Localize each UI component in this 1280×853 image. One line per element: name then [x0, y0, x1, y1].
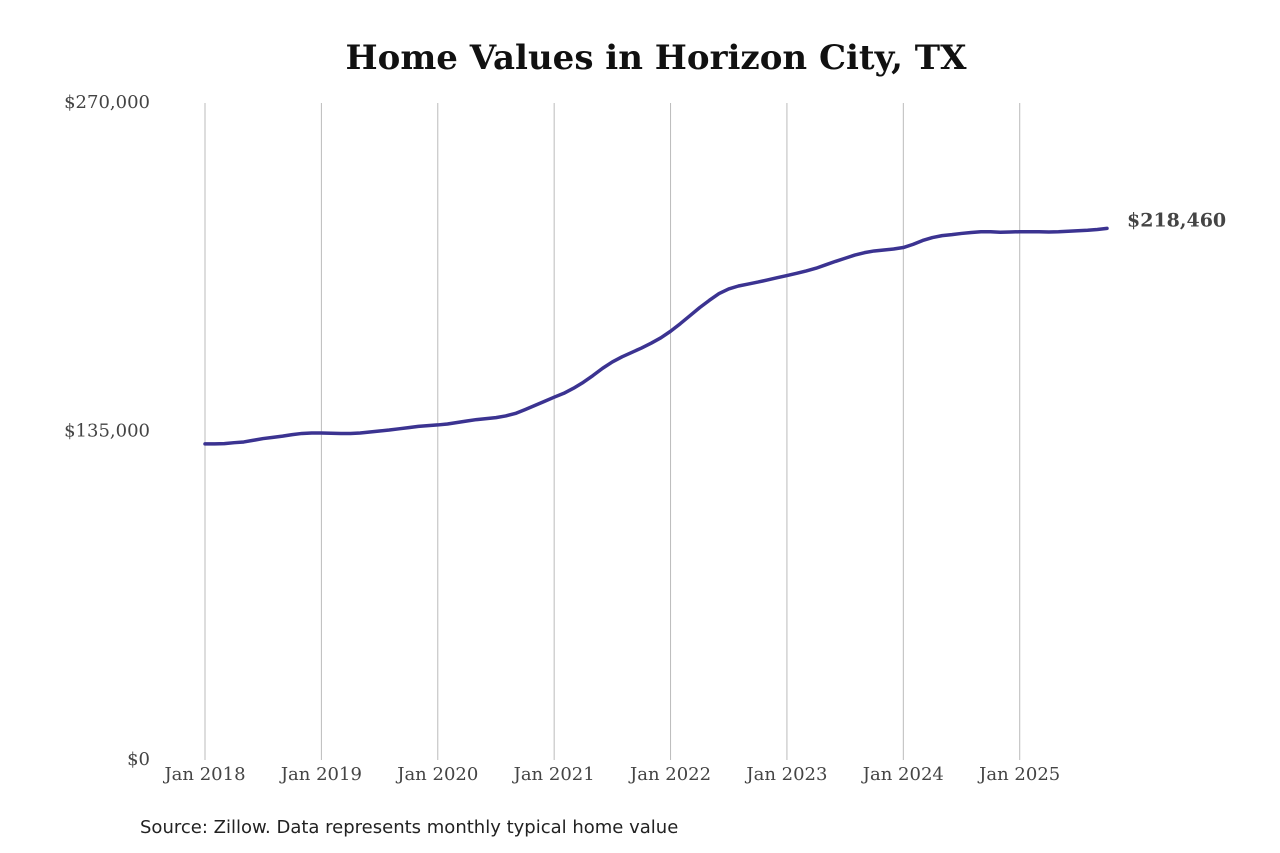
x-tick-label: Jan 2019: [279, 764, 362, 785]
x-tick-label: Jan 2021: [512, 764, 595, 785]
value-label: $218,460: [1127, 209, 1226, 231]
chart-title: Home Values in Horizon City, TX: [346, 38, 968, 78]
x-tick-label: Jan 2025: [977, 764, 1060, 785]
x-tick-label: Jan 2018: [162, 764, 245, 785]
x-tick-label: Jan 2022: [628, 764, 711, 785]
data-line: [203, 226, 1109, 446]
x-tick-label: Jan 2024: [861, 764, 944, 785]
x-tick-label: Jan 2020: [395, 764, 478, 785]
x-tick-label: Jan 2023: [744, 764, 827, 785]
source-note: Source: Zillow. Data represents monthly …: [140, 817, 678, 838]
y-tick-label: $270,000: [64, 92, 150, 113]
y-tick-label: $0: [127, 749, 150, 770]
y-tick-label: $135,000: [64, 421, 150, 442]
